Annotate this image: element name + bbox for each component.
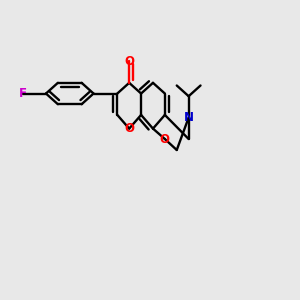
Text: N: N	[184, 111, 194, 124]
Text: O: O	[124, 122, 134, 135]
Text: O: O	[160, 133, 170, 146]
Text: F: F	[19, 87, 27, 100]
Text: O: O	[124, 55, 134, 68]
